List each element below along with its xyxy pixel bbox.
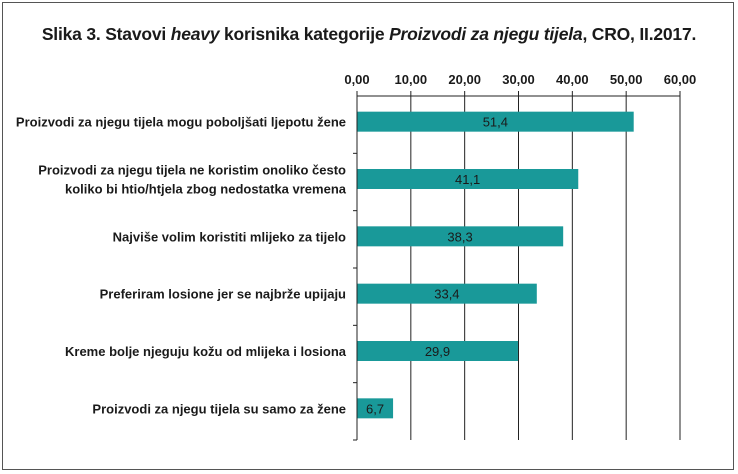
value-label: 29,9 xyxy=(425,344,450,359)
value-label: 6,7 xyxy=(366,401,384,416)
bar xyxy=(357,398,394,419)
category-label: Preferiram losione jer se najbrže upijaj… xyxy=(100,287,346,302)
bar xyxy=(357,283,537,304)
tick-label: 40,00 xyxy=(556,72,589,87)
bar xyxy=(357,341,518,361)
category-label: koliko bi htio/htjela zbog nedostatka vr… xyxy=(65,182,347,197)
title-part-5: , CRO, II.2017. xyxy=(582,24,697,44)
category-label: Proizvodi za njegu tijela mogu poboljšat… xyxy=(16,115,346,130)
bar xyxy=(357,169,579,189)
value-label: 51,4 xyxy=(483,115,508,130)
title-part-4: Proizvodi za njegu tijela xyxy=(389,24,583,44)
category-label: Proizvodi za njegu tijela su samo za žen… xyxy=(92,401,346,416)
tick-label: 50,00 xyxy=(610,72,643,87)
category-label: Proizvodi za njegu tijela ne koristim on… xyxy=(38,163,346,178)
tick-label: 0,00 xyxy=(344,72,369,87)
value-label: 33,4 xyxy=(434,287,459,302)
bar xyxy=(357,111,634,132)
tick-label: 60,00 xyxy=(664,72,697,87)
title-part-1: Slika 3. Stavovi xyxy=(41,24,171,44)
category-label: Kreme bolje njeguju kožu od mlijeka i lo… xyxy=(65,344,347,359)
tick-label: 30,00 xyxy=(502,72,535,87)
title-part-2: heavy xyxy=(170,24,220,44)
chart-title: Slika 3. Stavovi heavy korisnika kategor… xyxy=(0,24,738,45)
value-label: 41,1 xyxy=(455,172,480,187)
tick-label: 20,00 xyxy=(448,72,481,87)
tick-label: 10,00 xyxy=(395,72,428,87)
category-label: Najviše volim koristiti mlijeko za tijel… xyxy=(113,229,346,244)
title-part-3: korisnika kategorije xyxy=(219,24,390,44)
value-label: 38,3 xyxy=(447,229,472,244)
bar xyxy=(357,226,564,247)
